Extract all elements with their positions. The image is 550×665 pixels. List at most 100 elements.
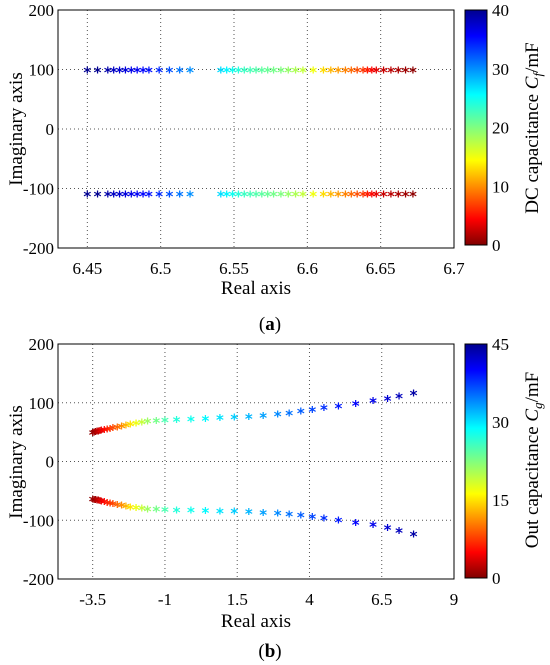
colorbar-tick-label: 0 <box>492 569 501 588</box>
data-point: * <box>240 188 248 206</box>
colorbar-label-suffix: /mF <box>522 372 543 403</box>
data-point: * <box>359 63 367 81</box>
data-point: * <box>103 496 111 514</box>
data-point: * <box>139 188 147 206</box>
x-tick-label: 6.7 <box>443 259 465 278</box>
data-point: * <box>94 188 102 206</box>
data-point: * <box>176 63 184 81</box>
y-tick-label: 100 <box>29 394 55 413</box>
data-point: * <box>274 506 282 524</box>
y-tick-labels: 200 100 0 -100 -200 <box>23 335 54 589</box>
data-point: * <box>132 501 140 519</box>
data-point: * <box>96 424 104 442</box>
subfigure-close-paren: ) <box>275 314 281 335</box>
data-point: * <box>216 504 224 522</box>
data-point: * <box>127 63 135 81</box>
colorbar-tick-labels: 40 30 20 10 0 <box>492 1 509 255</box>
data-point: * <box>229 188 237 206</box>
data-point: * <box>223 63 231 81</box>
data-point: * <box>320 512 328 530</box>
data-point: * <box>368 63 376 81</box>
data-point: * <box>240 63 248 81</box>
data-point: * <box>144 502 152 520</box>
data-point: * <box>259 506 267 524</box>
colorbar-tick-label: 15 <box>492 491 509 510</box>
x-tick-label: -1 <box>158 590 172 609</box>
subfigure-label-a: (a) <box>259 314 281 335</box>
data-point: * <box>103 422 111 440</box>
data-point: * <box>90 493 98 511</box>
data-point: * <box>97 495 105 513</box>
data-point: * <box>299 63 307 81</box>
colorbar-label-prefix: DC capacitance <box>522 89 543 213</box>
data-point: * <box>297 509 305 527</box>
colorbar-label-var: C <box>522 76 543 89</box>
data-point: * <box>258 63 266 81</box>
colorbar-label: Out capacitance Cg/mF <box>522 372 545 548</box>
data-point: * <box>380 63 388 81</box>
data-point: * <box>166 188 174 206</box>
plot-frame <box>57 9 455 249</box>
data-point: * <box>173 413 181 431</box>
data-point: * <box>161 503 169 521</box>
colorbar-tick-labels: 45 30 15 0 <box>492 335 509 588</box>
grid-lines <box>58 344 454 579</box>
data-point: * <box>93 493 101 511</box>
data-point: * <box>100 423 108 441</box>
data-point: * <box>201 504 209 522</box>
y-tick-label: 100 <box>29 61 55 80</box>
data-point: * <box>372 188 380 206</box>
colorbar <box>464 9 488 246</box>
data-point: * <box>380 188 388 206</box>
data-point: * <box>264 63 272 81</box>
data-point: * <box>93 425 101 443</box>
data-point: * <box>217 188 225 206</box>
data-point: * <box>277 188 285 206</box>
subfigure-close-paren: ) <box>275 641 281 662</box>
data-point: * <box>92 493 100 511</box>
data-point: * <box>292 188 300 206</box>
data-point: * <box>252 63 260 81</box>
data-point: * <box>122 419 130 437</box>
colorbar-tick-label: 0 <box>492 236 501 255</box>
data-point: * <box>110 188 118 206</box>
data-points: ****************************************… <box>89 387 418 546</box>
data-point: * <box>270 63 278 81</box>
data-point: * <box>245 505 253 523</box>
data-point: * <box>126 501 134 519</box>
data-point: * <box>384 521 392 539</box>
y-tick-label: -100 <box>23 180 54 199</box>
data-point: * <box>155 63 163 81</box>
x-tick-label: 6.6 <box>297 259 318 278</box>
data-point: * <box>94 63 102 81</box>
data-points: ****************************************… <box>83 63 417 205</box>
data-point: * <box>270 188 278 206</box>
data-point: * <box>127 188 135 206</box>
data-point: * <box>234 63 242 81</box>
data-point: * <box>364 188 372 206</box>
x-axis-label: Real axis <box>221 278 291 299</box>
data-point: * <box>217 63 225 81</box>
data-point: * <box>292 63 300 81</box>
data-point: * <box>274 408 282 426</box>
data-point: * <box>277 63 285 81</box>
colorbar-label: DC capacitance Cf/mF <box>522 42 545 213</box>
x-tick-labels: 6.45 6.5 6.55 6.6 6.65 6.7 <box>72 259 465 278</box>
data-point: * <box>144 415 152 433</box>
data-point: * <box>394 63 402 81</box>
x-tick-label: 6.5 <box>371 590 392 609</box>
subfigure-letter: b <box>265 641 276 662</box>
data-point: * <box>187 504 195 522</box>
data-point: * <box>285 508 293 526</box>
data-point: * <box>402 188 410 206</box>
data-point: * <box>152 503 160 521</box>
x-tick-label: 6.5 <box>150 259 171 278</box>
y-axis-label: Imaginary axis <box>6 72 27 185</box>
panel-b: ****************** * * * * * * * * * * * * * * * * * * * ***… <box>6 335 545 662</box>
data-point: * <box>104 63 112 81</box>
subfigure-open-paren: ( <box>259 314 265 335</box>
colorbar-label-sub: g <box>530 402 545 409</box>
data-point: * <box>353 188 361 206</box>
data-point: * <box>95 424 103 442</box>
